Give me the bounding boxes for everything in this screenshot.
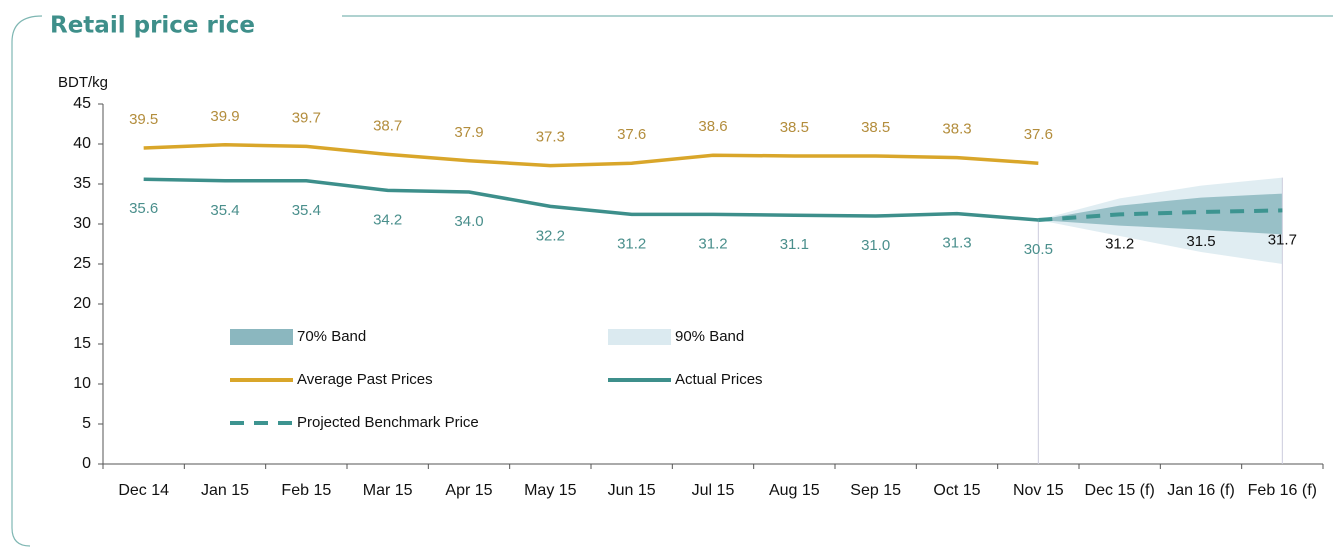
frame [11, 15, 43, 547]
series-line [143, 143, 1039, 168]
x-tick-label: Mar 15 [363, 482, 413, 499]
series-line [143, 177, 1039, 222]
y-tick-label: 15 [73, 335, 91, 352]
y-tick-label: 30 [73, 215, 91, 232]
series-line [1038, 208, 1283, 222]
x-tick-label: Jul 15 [692, 482, 735, 499]
data-label: 38.6 [698, 118, 727, 135]
data-label: 34.2 [373, 211, 402, 228]
data-label: 31.1 [780, 236, 809, 253]
data-label: 38.7 [373, 117, 402, 134]
data-label: 31.3 [942, 235, 971, 252]
y-tick-label: 45 [73, 95, 91, 112]
legend-label: Average Past Prices [297, 371, 433, 388]
data-label: 34.0 [454, 213, 483, 230]
data-label: 38.5 [861, 119, 890, 136]
data-label: 37.9 [454, 124, 483, 141]
data-label: 37.6 [617, 126, 646, 143]
data-label: 31.2 [1105, 235, 1134, 252]
y-tick-label: 25 [73, 255, 91, 272]
x-tick-label: Nov 15 [1013, 482, 1064, 499]
x-tick-label: May 15 [524, 482, 577, 499]
data-label: 30.5 [1024, 241, 1053, 258]
legend-swatch [230, 329, 293, 345]
data-label: 31.7 [1268, 231, 1297, 248]
legend-label: Projected Benchmark Price [297, 414, 479, 431]
x-tick-label: Dec 14 [118, 482, 169, 499]
data-label: 35.6 [129, 200, 158, 217]
y-tick-label: 0 [82, 455, 91, 472]
x-tick-label: Feb 16 (f) [1248, 482, 1317, 499]
data-label: 35.4 [210, 202, 239, 219]
data-label: 37.6 [1024, 126, 1053, 143]
legend-label: 70% Band [297, 328, 366, 345]
legend-label: Actual Prices [675, 371, 763, 388]
data-label: 31.2 [698, 235, 727, 252]
data-label: 37.3 [536, 129, 565, 146]
y-tick-label: 10 [73, 375, 91, 392]
y-tick-label: 40 [73, 135, 91, 152]
x-tick-label: Jan 16 (f) [1167, 482, 1235, 499]
x-tick-label: Aug 15 [769, 482, 820, 499]
data-label: 32.2 [536, 227, 565, 244]
y-tick-label: 35 [73, 175, 91, 192]
x-tick-label: Sep 15 [850, 482, 901, 499]
data-label: 35.4 [292, 202, 321, 219]
data-label: 38.5 [780, 119, 809, 136]
data-label: 31.0 [861, 237, 890, 254]
y-axis-label: BDT/kg [58, 74, 108, 91]
data-label: 39.5 [129, 111, 158, 128]
x-tick-label: Jan 15 [201, 482, 249, 499]
data-label: 31.5 [1186, 233, 1215, 250]
legend-label: 90% Band [675, 328, 744, 345]
data-label: 39.9 [210, 108, 239, 125]
y-tick-label: 5 [82, 415, 91, 432]
data-label: 38.3 [942, 121, 971, 138]
x-tick-label: Dec 15 (f) [1085, 482, 1155, 499]
x-tick-label: Feb 15 [281, 482, 331, 499]
y-tick-label: 20 [73, 295, 91, 312]
data-label: 39.7 [292, 109, 321, 126]
x-tick-label: Jun 15 [608, 482, 656, 499]
x-tick-label: Oct 15 [933, 482, 980, 499]
legend-swatch [608, 329, 671, 345]
chart-title: Retail price rice [50, 13, 255, 39]
data-label: 31.2 [617, 235, 646, 252]
x-tick-label: Apr 15 [445, 482, 492, 499]
